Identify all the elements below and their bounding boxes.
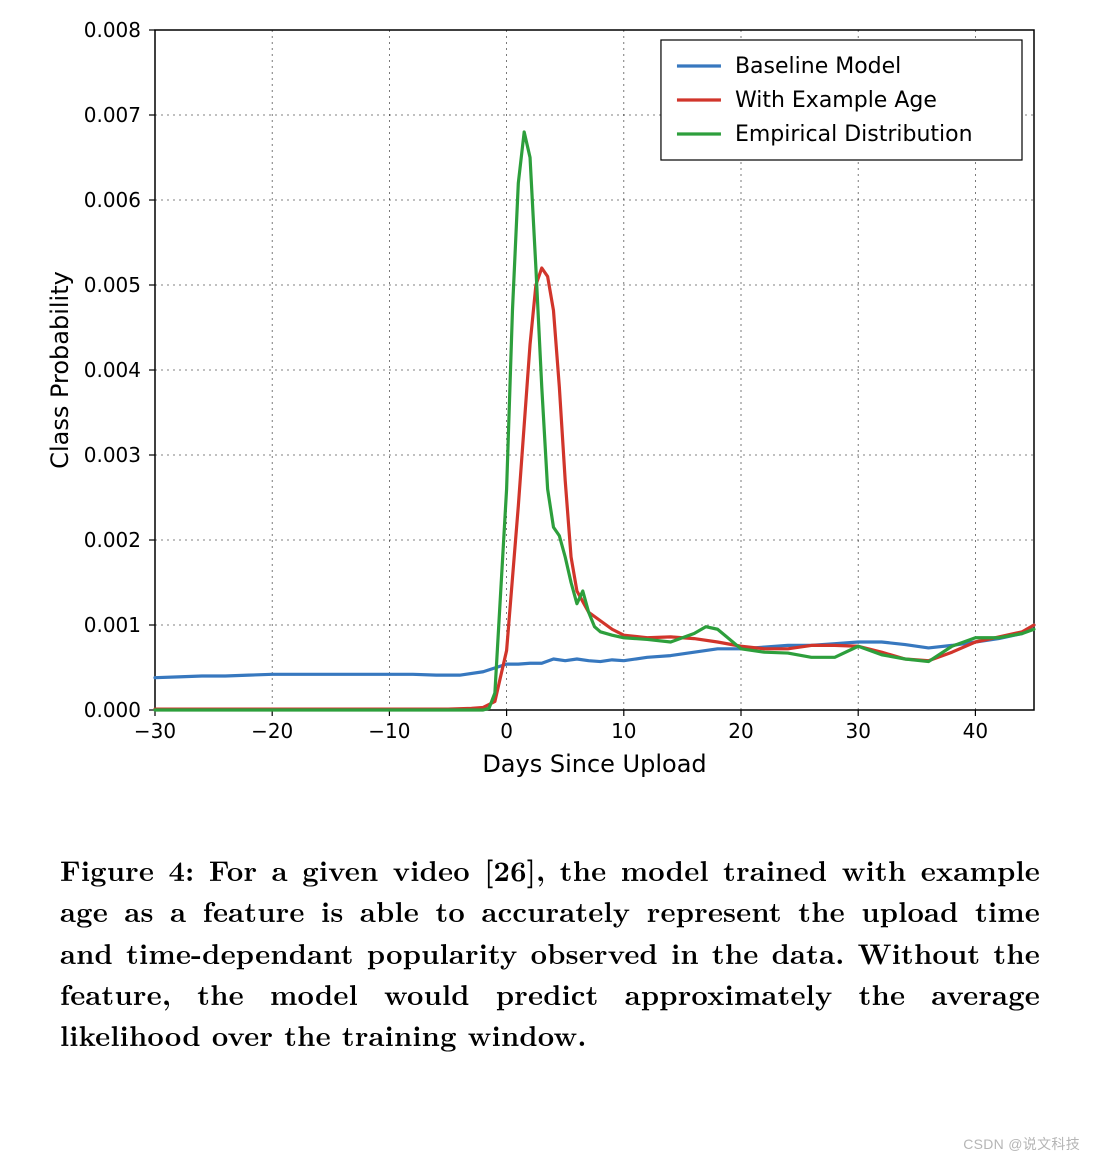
line-chart: −30 −20 −10 0 10 20 30 40 0.000 0.001 0.002 0.003 0.… <box>40 10 1054 790</box>
svg-text:20: 20 <box>728 719 753 743</box>
svg-text:−30: −30 <box>134 719 176 743</box>
svg-text:10: 10 <box>611 719 636 743</box>
chart-container: −30 −20 −10 0 10 20 30 40 0.000 0.001 0.002 0.003 0.… <box>40 10 1054 790</box>
svg-text:0.003: 0.003 <box>84 443 141 467</box>
svg-text:0.004: 0.004 <box>84 358 141 382</box>
svg-text:−20: −20 <box>251 719 293 743</box>
svg-text:Class Probability: Class Probability <box>46 271 74 469</box>
legend-label: With Example Age <box>735 88 937 113</box>
legend-label: Baseline Model <box>735 54 901 79</box>
svg-text:30: 30 <box>845 719 870 743</box>
svg-text:0.006: 0.006 <box>84 188 141 212</box>
svg-text:0: 0 <box>500 719 513 743</box>
svg-text:0.005: 0.005 <box>84 273 141 297</box>
page-root: −30 −20 −10 0 10 20 30 40 0.000 0.001 0.002 0.003 0.… <box>0 0 1094 1162</box>
svg-text:0.008: 0.008 <box>84 18 141 42</box>
svg-text:0.002: 0.002 <box>84 528 141 552</box>
figure-caption: Figure 4: For a given video [26], the mo… <box>60 850 1040 1057</box>
svg-text:40: 40 <box>963 719 988 743</box>
legend-label: Empirical Distribution <box>735 122 973 147</box>
watermark-text: CSDN @说文科技 <box>963 1134 1080 1154</box>
svg-text:0.007: 0.007 <box>84 103 141 127</box>
svg-text:Days Since Upload: Days Since Upload <box>482 750 706 778</box>
svg-text:0.000: 0.000 <box>84 698 141 722</box>
svg-text:−10: −10 <box>368 719 410 743</box>
svg-text:0.001: 0.001 <box>84 613 141 637</box>
